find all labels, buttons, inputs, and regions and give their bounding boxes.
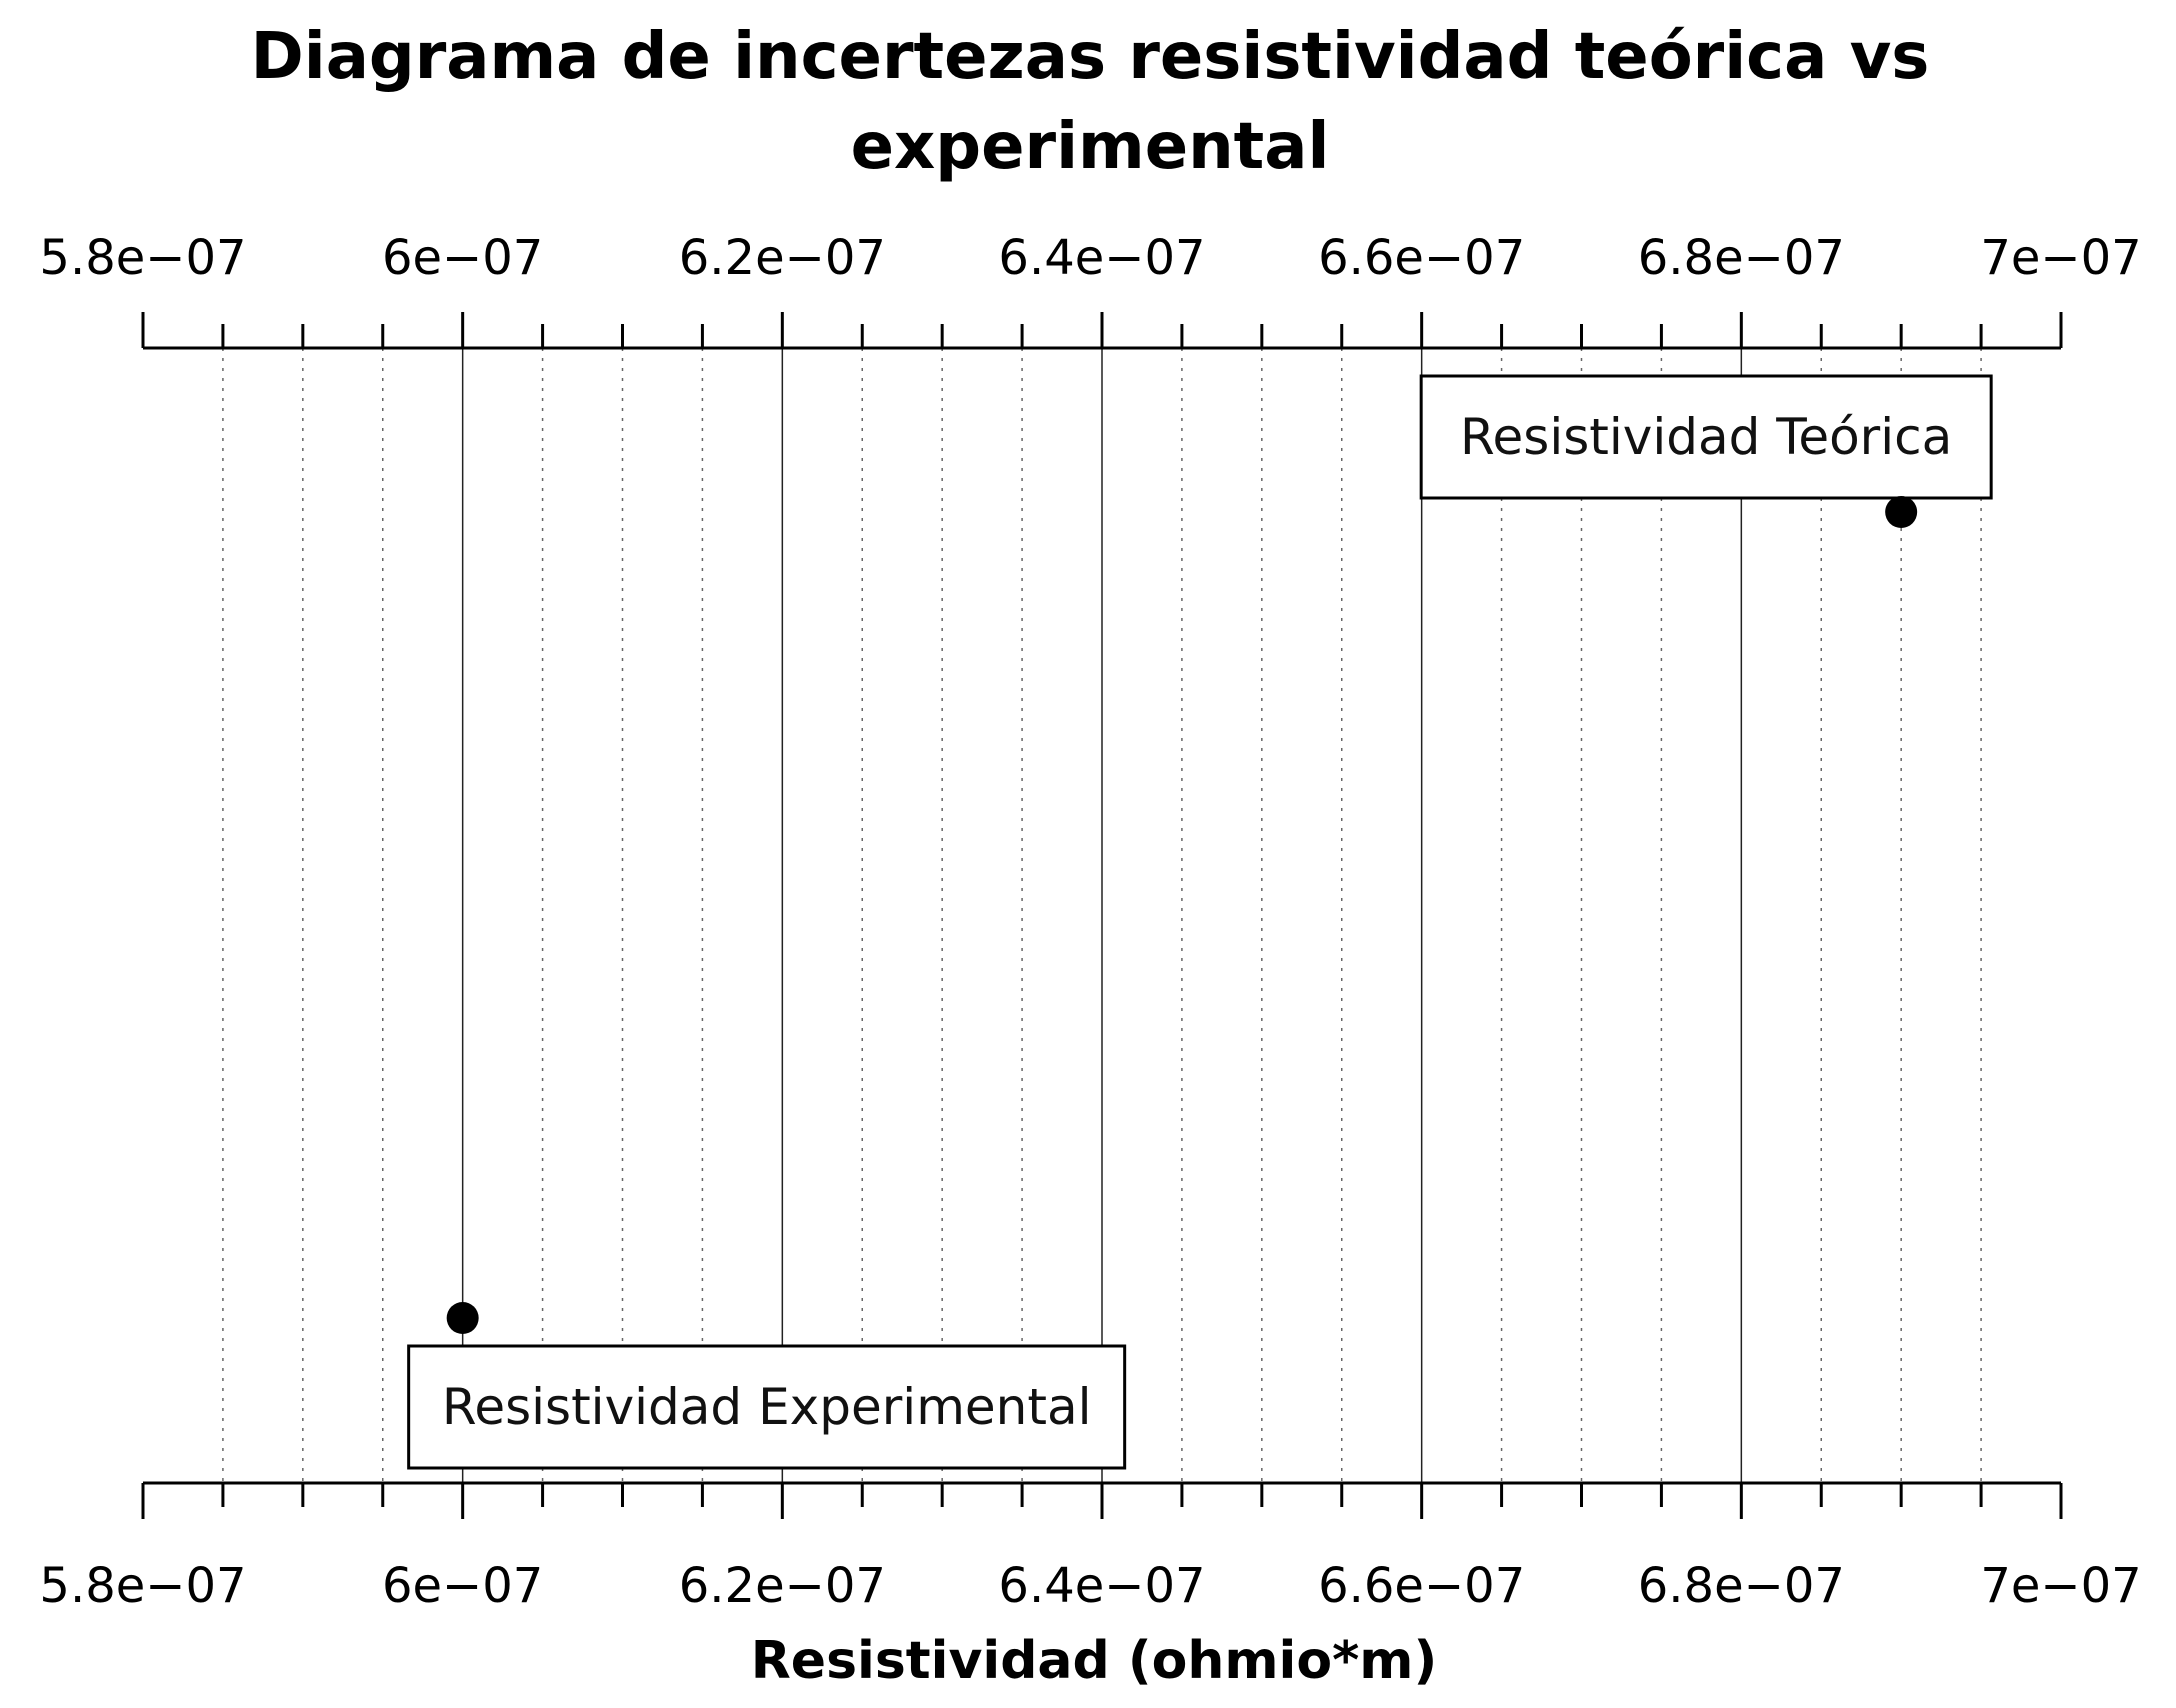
tick-labels: 5.8e−07 5.8e−07 6e−07 6e−07 6.2e−07 6.2e−07 6.…	[39, 230, 2141, 1614]
top-tick-label: 6.2e−07	[679, 230, 886, 286]
bottom-tick-label: 6.6e−07	[1318, 1558, 1525, 1614]
bottom-tick-label: 6.2e−07	[679, 1558, 886, 1614]
annotation-label: Resistividad Teórica	[1460, 408, 1952, 466]
bottom-tick-label: 6.4e−07	[998, 1558, 1205, 1614]
top-tick-label: 6.4e−07	[998, 230, 1205, 286]
axes	[141, 312, 2063, 1519]
bottom-tick-label: 7e−07	[1980, 1558, 2141, 1614]
grid-lines	[222, 348, 1982, 1483]
x-axis-label: Resistividad (ohmio*m)	[751, 1631, 1437, 1691]
chart-title-line-2: experimental	[851, 110, 1330, 184]
data-point	[446, 1302, 479, 1334]
top-tick-label: 6.8e−07	[1638, 230, 1845, 286]
bottom-tick-label: 5.8e−07	[39, 1558, 246, 1614]
bottom-tick-label: 6e−07	[382, 1558, 543, 1614]
top-tick-label: 5.8e−07	[39, 230, 246, 286]
bottom-tick-label: 6.8e−07	[1638, 1558, 1845, 1614]
top-tick-label: 7e−07	[1980, 230, 2141, 286]
top-tick-label: 6e−07	[382, 230, 543, 286]
annotation-box	[1419, 374, 1993, 500]
annotation-label: Resistividad Experimental	[442, 1378, 1092, 1436]
chart-title-line-1: Diagrama de incertezas resistividad teór…	[251, 20, 1930, 94]
top-tick-label: 6.6e−07	[1318, 230, 1525, 286]
data-marks: Resistividad Experimental Resistividad Te…	[407, 374, 1993, 1470]
annotation-box	[407, 1344, 1127, 1470]
data-point	[1885, 496, 1918, 528]
